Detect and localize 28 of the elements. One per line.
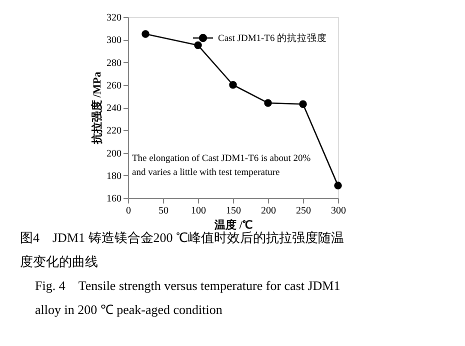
caption: Fig. 4 Tensile strength versus temperature for cast JDM1 alloy in 200 ℃ peak-aged condition xyxy=(35,278,340,317)
x-tick-label: 300 xyxy=(331,206,346,216)
annotation: The elongation of Cast JDM1-T6 is about 20% and varies a little with test temperature xyxy=(132,154,311,178)
x-tick-label: 100 xyxy=(191,206,206,216)
y-tick-label: 220 xyxy=(106,126,122,137)
y-tick-label: 160 xyxy=(106,194,122,204)
point xyxy=(194,41,202,50)
y-tick-label: 300 xyxy=(106,35,122,46)
point xyxy=(334,182,342,190)
x-tick-label: 150 xyxy=(226,206,241,216)
point xyxy=(229,81,237,89)
y-tick-label: 260 xyxy=(106,80,122,92)
y-axis-title: 抗拉强度 /MPa xyxy=(90,71,104,146)
x-tick-label: 200 xyxy=(261,206,276,216)
x-tick-label: 50 xyxy=(158,206,168,216)
x-tick-label: 250 xyxy=(296,206,311,216)
x-tick-label: 0 xyxy=(126,206,131,216)
point xyxy=(264,99,272,107)
y-tick-label: 320 xyxy=(106,12,122,24)
legend-label: Cast JDM1-T6 的抗拉强度 xyxy=(218,32,328,44)
y-tick-label: 200 xyxy=(106,148,122,160)
point xyxy=(142,30,150,38)
caption: 图4 JDM1 铸造镁合金200 ℃峰值时效后的抗拉强度随温度变化的曲线 xyxy=(20,230,344,269)
x-axis-title: 温度 /℃ xyxy=(214,218,252,232)
y-tick-label: 280 xyxy=(106,58,122,69)
y-tick-label: 240 xyxy=(106,103,122,114)
y-tick-label: 180 xyxy=(106,170,122,182)
point xyxy=(299,100,307,108)
